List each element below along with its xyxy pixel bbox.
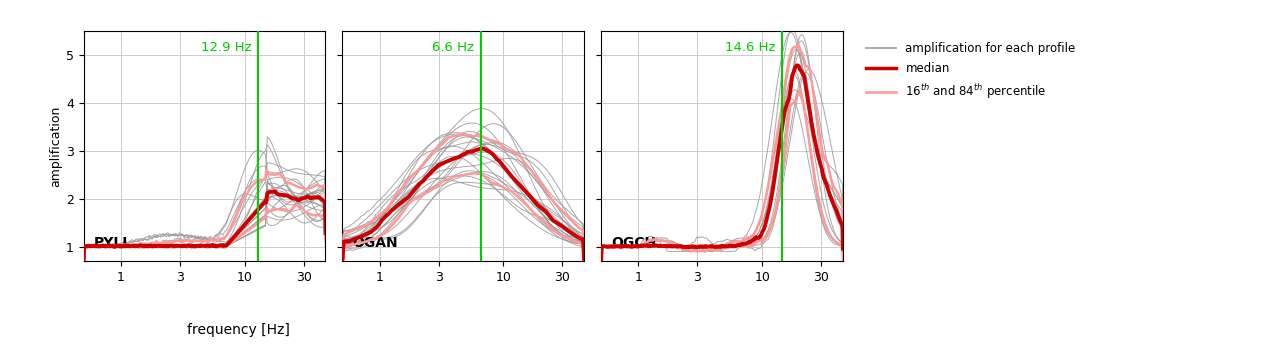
Text: 14.6 Hz: 14.6 Hz (725, 41, 776, 54)
Text: frequency [Hz]: frequency [Hz] (187, 323, 290, 337)
Text: OGCH: OGCH (611, 236, 656, 250)
Text: 12.9 Hz: 12.9 Hz (201, 41, 251, 54)
Text: OGAN: OGAN (353, 236, 398, 250)
Text: 6.6 Hz: 6.6 Hz (432, 41, 474, 54)
Legend: amplification for each profile, median, 16$^{th}$ and 84$^{th}$ percentile: amplification for each profile, median, … (862, 37, 1080, 106)
Text: PYLI: PYLI (94, 236, 127, 250)
Y-axis label: amplification: amplification (49, 105, 62, 187)
